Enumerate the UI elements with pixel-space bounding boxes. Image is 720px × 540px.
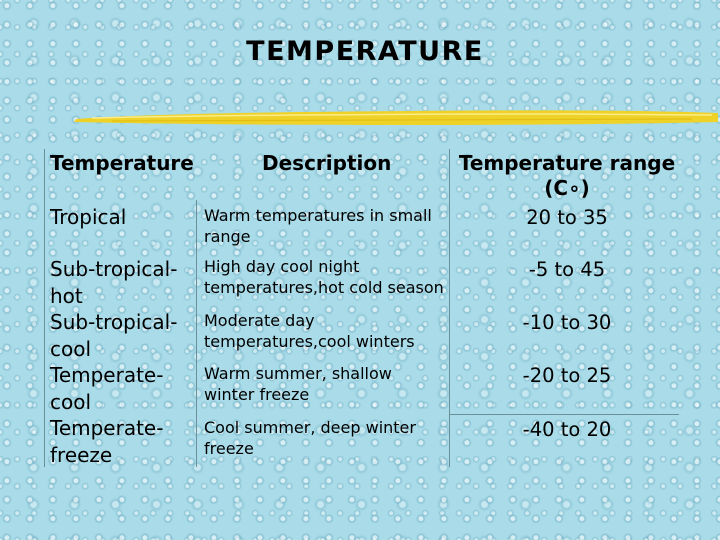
range-value: -10 to 30 [522, 311, 612, 334]
description-line: temperatures,cool winters [204, 332, 415, 351]
table-divider-1 [196, 200, 197, 467]
description-tropical: Warm temperatures in small range [204, 205, 432, 247]
description-line: Warm summer, shallow [204, 364, 392, 383]
table-bottom-line [449, 414, 679, 415]
climate-line: Temperate- [50, 416, 164, 440]
description-line: High day cool night [204, 257, 360, 276]
climate-line: hot [50, 283, 83, 308]
climate-line: cool [50, 389, 92, 414]
description-row: Moderate day temperatures,cool winters [204, 310, 415, 352]
climate-line: Sub-tropical- [50, 257, 178, 281]
range-value: -5 to 45 [528, 258, 606, 281]
header-description: Description [262, 151, 392, 175]
header-temperature: Temperature [50, 151, 194, 175]
table-divider-2 [449, 149, 450, 467]
description-line: Cool summer, deep winter [204, 418, 416, 437]
description-row: High day cool night temperatures,hot col… [204, 256, 444, 298]
header-temperature-range: Temperature range (C∘) [452, 152, 682, 199]
climate-line: Temperate- [50, 363, 164, 387]
description-line: winter freeze [204, 385, 310, 404]
description-line: temperatures,hot cold season [204, 278, 444, 297]
description-row: Cool summer, deep winter freeze [204, 417, 416, 459]
description-tropical-line2: range [204, 227, 251, 246]
header-range-line2: (C∘) [544, 176, 590, 200]
table-left-border [44, 149, 45, 467]
climate-line: freeze [50, 442, 113, 467]
header-range-line1: Temperature range [458, 151, 676, 175]
description-row: Warm summer, shallow winter freeze [204, 363, 392, 405]
range-value: -20 to 25 [522, 364, 612, 387]
range-value: -40 to 20 [522, 418, 612, 441]
range-tropical: 20 to 35 [526, 206, 608, 229]
yellow-brush-stroke [74, 110, 718, 125]
climate-line: cool [50, 336, 92, 361]
climate-tropical: Tropical [50, 205, 127, 229]
description-line: freeze [204, 439, 254, 458]
description-tropical-line1: Warm temperatures in small [204, 206, 432, 225]
climate-list: Sub-tropical- hot Sub-tropical- cool Tem… [50, 256, 177, 468]
description-line: Moderate day [204, 311, 315, 330]
slide-title: TEMPERATURE [246, 36, 484, 67]
climate-line: Sub-tropical- [50, 310, 178, 334]
